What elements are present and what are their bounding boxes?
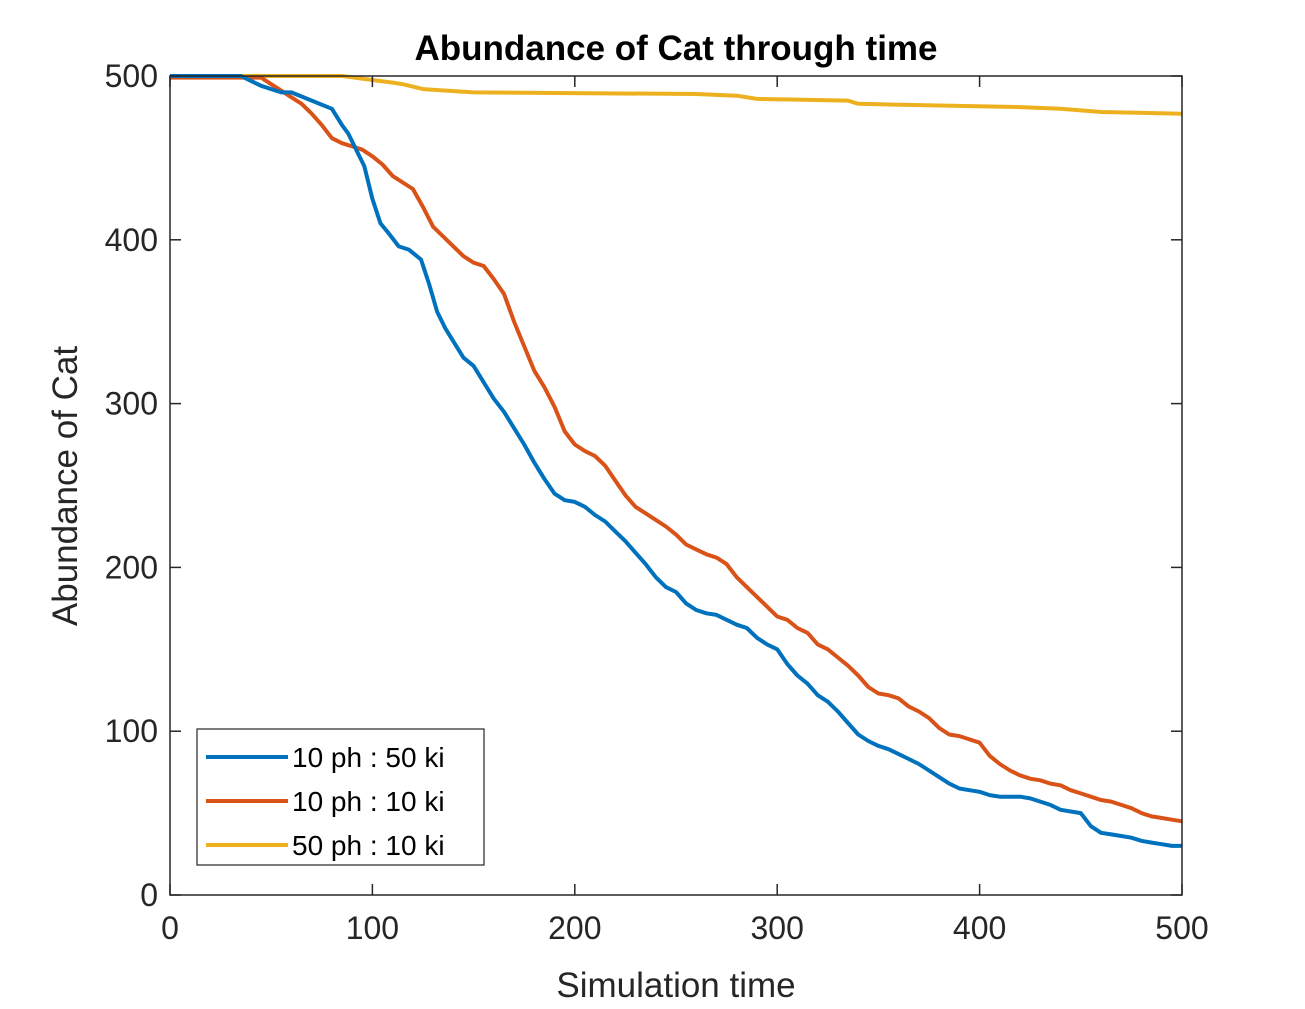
series-line-3	[170, 74, 1183, 116]
chart-title: Abundance of Cat through time	[414, 29, 937, 68]
legend-label-3: 50 ph : 10 ki	[292, 830, 445, 861]
x-tick-label: 100	[346, 910, 399, 946]
x-tick-label: 0	[161, 910, 179, 946]
x-tick-label: 300	[751, 910, 804, 946]
y-tick-label: 300	[105, 386, 158, 422]
x-tick-label: 400	[953, 910, 1006, 946]
y-tick-label: 500	[105, 58, 158, 94]
legend: 10 ph : 50 ki 10 ph : 10 ki 50 ph : 10 ki	[196, 728, 485, 866]
y-axis-label: Abundance of Cat	[46, 346, 85, 626]
y-tick-label: 400	[105, 222, 158, 258]
legend-label-2: 10 ph : 10 ki	[292, 786, 445, 817]
legend-entries: 10 ph : 50 ki 10 ph : 10 ki 50 ph : 10 ki	[206, 742, 445, 861]
x-tick-label: 200	[548, 910, 601, 946]
legend-box	[196, 728, 485, 866]
y-tick-label: 200	[105, 549, 158, 585]
y-tick-label: 0	[140, 877, 158, 913]
axis-ticks: 0 100 200 300 400 500 0 100 200 300 400 500	[105, 58, 1209, 946]
x-tick-label: 500	[1155, 910, 1208, 946]
legend-label-1: 10 ph : 50 ki	[292, 742, 445, 773]
series-line-2	[170, 75, 1183, 824]
series-layer	[170, 74, 1183, 848]
series-line-1	[170, 74, 1182, 848]
x-axis-label: Simulation time	[556, 966, 795, 1005]
y-tick-label: 100	[105, 713, 158, 749]
plot-area-frame	[169, 75, 1183, 896]
